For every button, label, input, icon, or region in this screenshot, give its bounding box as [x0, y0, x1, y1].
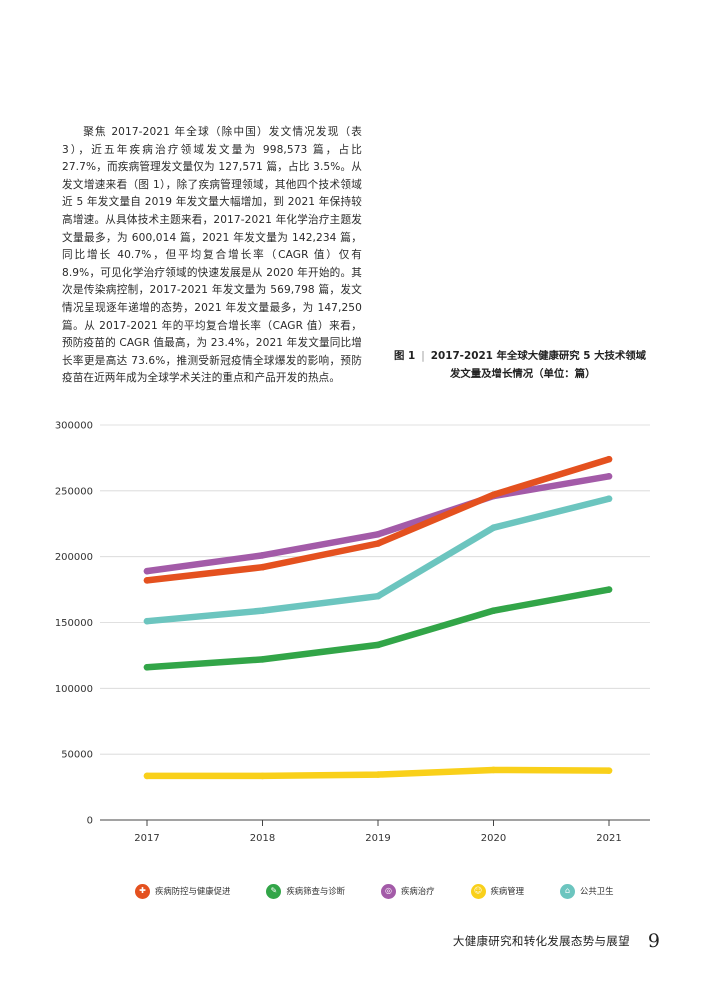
legend-item: ⌂ 公共卫生	[560, 883, 614, 899]
data-point	[490, 524, 497, 531]
x-tick-label: 2020	[481, 833, 506, 844]
x-tick-label: 2017	[134, 833, 159, 844]
figure-caption: 图 1 | 2017-2021 年全球大健康研究 5 大技术领域 发文量及增长情况（…	[394, 347, 676, 383]
legend-label: 公共卫生	[580, 886, 614, 896]
data-point	[259, 552, 266, 559]
data-point	[490, 766, 497, 774]
data-point	[143, 617, 151, 625]
data-point	[259, 772, 266, 780]
data-point	[605, 473, 613, 480]
building-icon: ⌂	[560, 883, 575, 899]
legend-label: 疾病防控与健康促进	[155, 886, 231, 896]
legend-label: 疾病治疗	[401, 886, 435, 896]
x-tick-label: 2018	[250, 833, 275, 844]
page-number: 9	[647, 930, 660, 952]
legend-label: 疾病筛查与诊断	[286, 886, 345, 896]
x-tick-label: 2019	[365, 833, 390, 844]
data-point	[143, 663, 151, 671]
figure-title-line-1: 2017-2021 年全球大健康研究 5 大技术领域	[430, 350, 647, 362]
y-tick-label: 0	[87, 816, 93, 827]
y-tick-label: 100000	[55, 684, 93, 695]
data-point	[143, 567, 151, 575]
pill-icon: ◎	[381, 883, 396, 899]
series-line-2	[143, 586, 613, 671]
data-point	[374, 540, 382, 547]
chart-legend: ✚ 疾病防控与健康促进 ✎ 疾病筛查与诊断 ◎ 疾病治疗 ☺ 疾病管理 ⌂ 公共卫生	[135, 880, 655, 902]
y-tick-label: 200000	[55, 552, 93, 563]
data-point	[143, 577, 151, 584]
figure-label: 图 1	[394, 350, 416, 362]
data-point	[374, 530, 382, 538]
footer-book-title: 大健康研究和转化发展态势与展望	[452, 934, 630, 948]
y-tick-label: 300000	[55, 421, 93, 432]
data-point	[259, 607, 266, 614]
data-point	[490, 607, 497, 614]
data-point	[605, 767, 613, 774]
legend-item: ✚ 疾病防控与健康促进	[135, 883, 231, 899]
stethoscope-icon: ✎	[266, 883, 282, 899]
y-tick-label: 150000	[55, 618, 93, 629]
data-point	[605, 495, 613, 503]
caption-separator: |	[421, 350, 425, 362]
legend-item: ✎ 疾病筛查与诊断	[266, 883, 345, 899]
line-chart: 0 50000 100000 150000 200000 250000 300000 2017…	[55, 421, 650, 844]
legend-item: ☺ 疾病管理	[470, 883, 525, 899]
data-point	[605, 586, 613, 593]
x-tick-label: 2021	[596, 833, 621, 844]
y-tick-label: 250000	[55, 486, 93, 497]
data-point	[490, 491, 497, 499]
data-point	[259, 656, 266, 663]
figure-title-line-2: 发文量及增长情况（单位：篇）	[450, 368, 596, 380]
legend-item: ◎ 疾病治疗	[381, 883, 435, 899]
y-tick-label: 50000	[61, 750, 93, 761]
body-paragraph: 聚焦 2017-2021 年全球（除中国）发文情况发现（表 3），近五年疾病治疗…	[62, 126, 362, 385]
shield-icon: ✚	[135, 883, 150, 899]
smile-icon: ☺	[470, 883, 486, 899]
data-point	[374, 641, 382, 649]
data-point	[259, 563, 266, 571]
page-footer: 大健康研究和转化发展态势与展望 9	[420, 928, 660, 954]
data-point	[374, 771, 382, 778]
data-point	[374, 592, 382, 600]
legend-label: 疾病管理	[490, 886, 525, 896]
data-point	[605, 455, 613, 463]
data-point	[143, 772, 151, 780]
